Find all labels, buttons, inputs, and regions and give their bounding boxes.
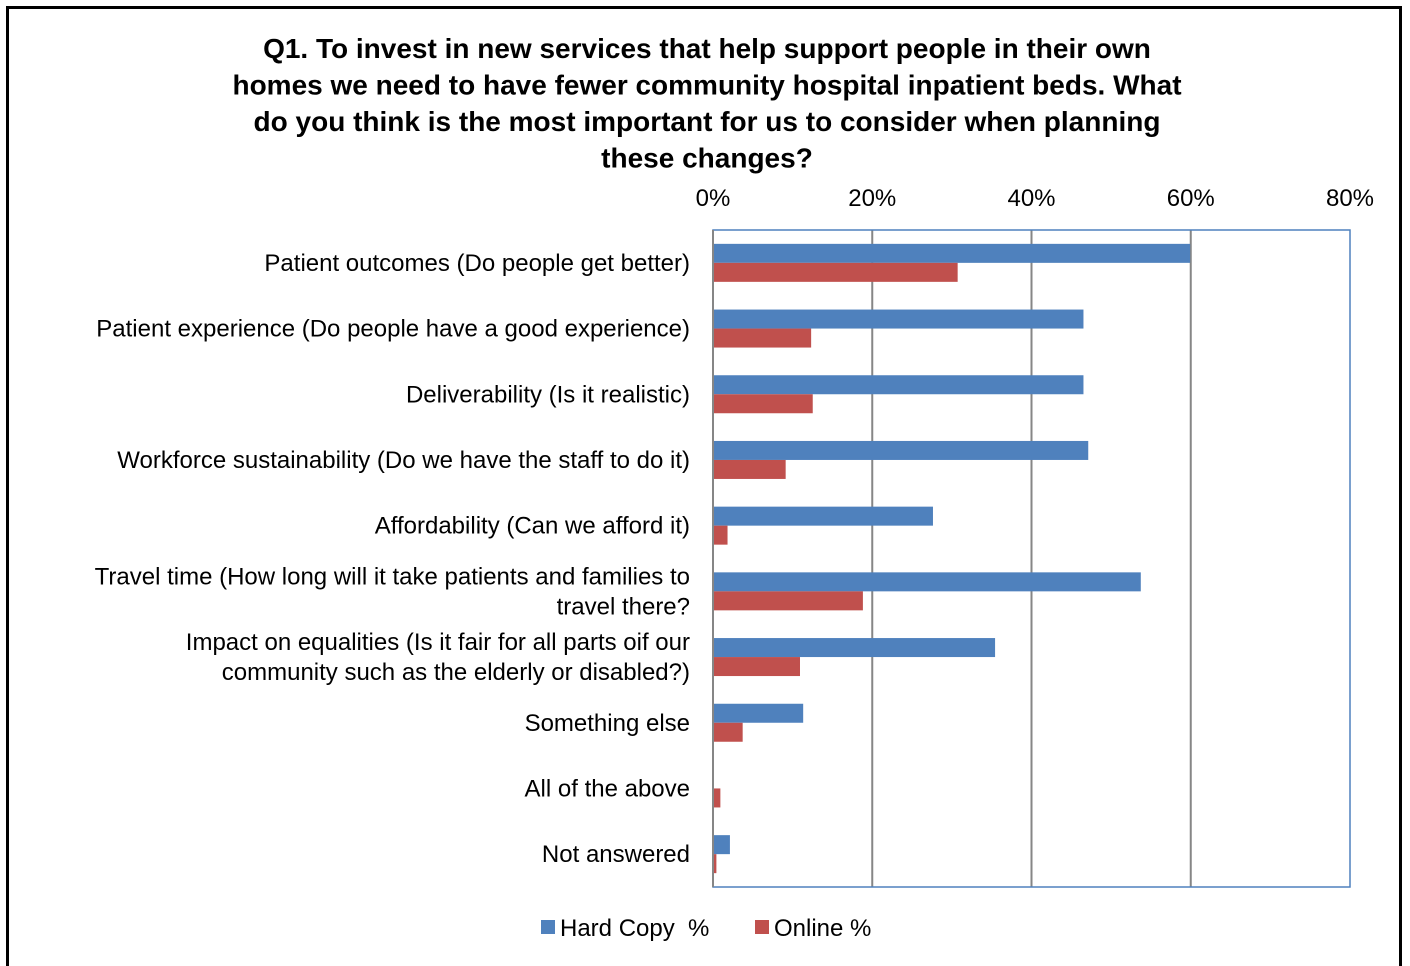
legend-swatch-online: [755, 920, 769, 934]
category-label: Impact on equalities (Is it fair for all…: [186, 629, 690, 686]
legend-label-hard-copy: Hard Copy %: [560, 915, 709, 942]
category-label: Patient outcomes (Do people get better): [264, 250, 690, 277]
bar-online: [714, 394, 813, 414]
bar-online: [714, 722, 743, 742]
bar-hard-copy: [714, 375, 1084, 395]
category-label: Not answered: [542, 841, 690, 868]
bar-online: [714, 459, 786, 479]
category-label: Something else: [525, 710, 690, 737]
category-label: Patient experience (Do people have a goo…: [96, 316, 690, 343]
legend-label-online: Online %: [774, 915, 871, 942]
category-label-line: Deliverability (Is it realistic): [406, 381, 690, 408]
bar-hard-copy: [714, 440, 1089, 460]
category-label-line: community such as the elderly or disable…: [222, 659, 690, 686]
x-tick-label: 40%: [1007, 185, 1055, 212]
category-label: Deliverability (Is it realistic): [406, 381, 690, 408]
chart-title-line: these changes?: [601, 143, 813, 174]
chart-title: Q1. To invest in new services that help …: [232, 33, 1181, 174]
category-label: Travel time (How long will it take patie…: [95, 563, 690, 620]
category-label-line: Workforce sustainability (Do we have the…: [117, 447, 690, 474]
category-label: Affordability (Can we afford it): [375, 513, 690, 540]
bar-online: [714, 328, 812, 348]
bar-online: [714, 657, 800, 677]
bar-hard-copy: [714, 835, 730, 855]
category-label-line: Not answered: [542, 841, 690, 868]
bar-online: [714, 788, 721, 808]
bar-online: [714, 591, 863, 611]
bars: [714, 243, 1191, 874]
bar-hard-copy: [714, 638, 996, 658]
chart-frame: [6, 6, 1402, 966]
legend: Hard Copy % Online %: [541, 915, 871, 942]
x-tick-label: 0%: [696, 185, 731, 212]
legend-swatch-hard-copy: [541, 920, 555, 934]
x-tick-label: 80%: [1326, 185, 1374, 212]
bar-hard-copy: [714, 703, 804, 723]
category-label-line: Impact on equalities (Is it fair for all…: [186, 629, 690, 656]
chart-title-line: homes we need to have fewer community ho…: [232, 70, 1181, 101]
category-label-line: Patient outcomes (Do people get better): [264, 250, 690, 277]
x-tick-label: 20%: [848, 185, 896, 212]
bar-hard-copy: [714, 243, 1191, 263]
bar-hard-copy: [714, 572, 1141, 592]
bar-online: [714, 854, 717, 874]
chart-title-line: do you think is the most important for u…: [254, 106, 1161, 137]
x-axis: 0% 20% 40% 60% 80%: [696, 185, 1374, 888]
category-label-line: Patient experience (Do people have a goo…: [96, 316, 690, 343]
chart-title-line: Q1. To invest in new services that help …: [263, 33, 1151, 64]
category-label-line: Something else: [525, 710, 690, 737]
bar-online: [714, 262, 958, 282]
bar-hard-copy: [714, 309, 1084, 329]
category-label-line: Affordability (Can we afford it): [375, 513, 690, 540]
category-label: All of the above: [525, 775, 690, 802]
category-label-line: Travel time (How long will it take patie…: [95, 563, 690, 590]
category-labels: Patient outcomes (Do people get better) P…: [95, 250, 690, 868]
bar-online: [714, 525, 728, 545]
bar-hard-copy: [714, 506, 933, 526]
category-label: Workforce sustainability (Do we have the…: [117, 447, 690, 474]
category-label-line: All of the above: [525, 775, 690, 802]
category-label-line: travel there?: [557, 593, 690, 620]
x-tick-label: 60%: [1167, 185, 1215, 212]
